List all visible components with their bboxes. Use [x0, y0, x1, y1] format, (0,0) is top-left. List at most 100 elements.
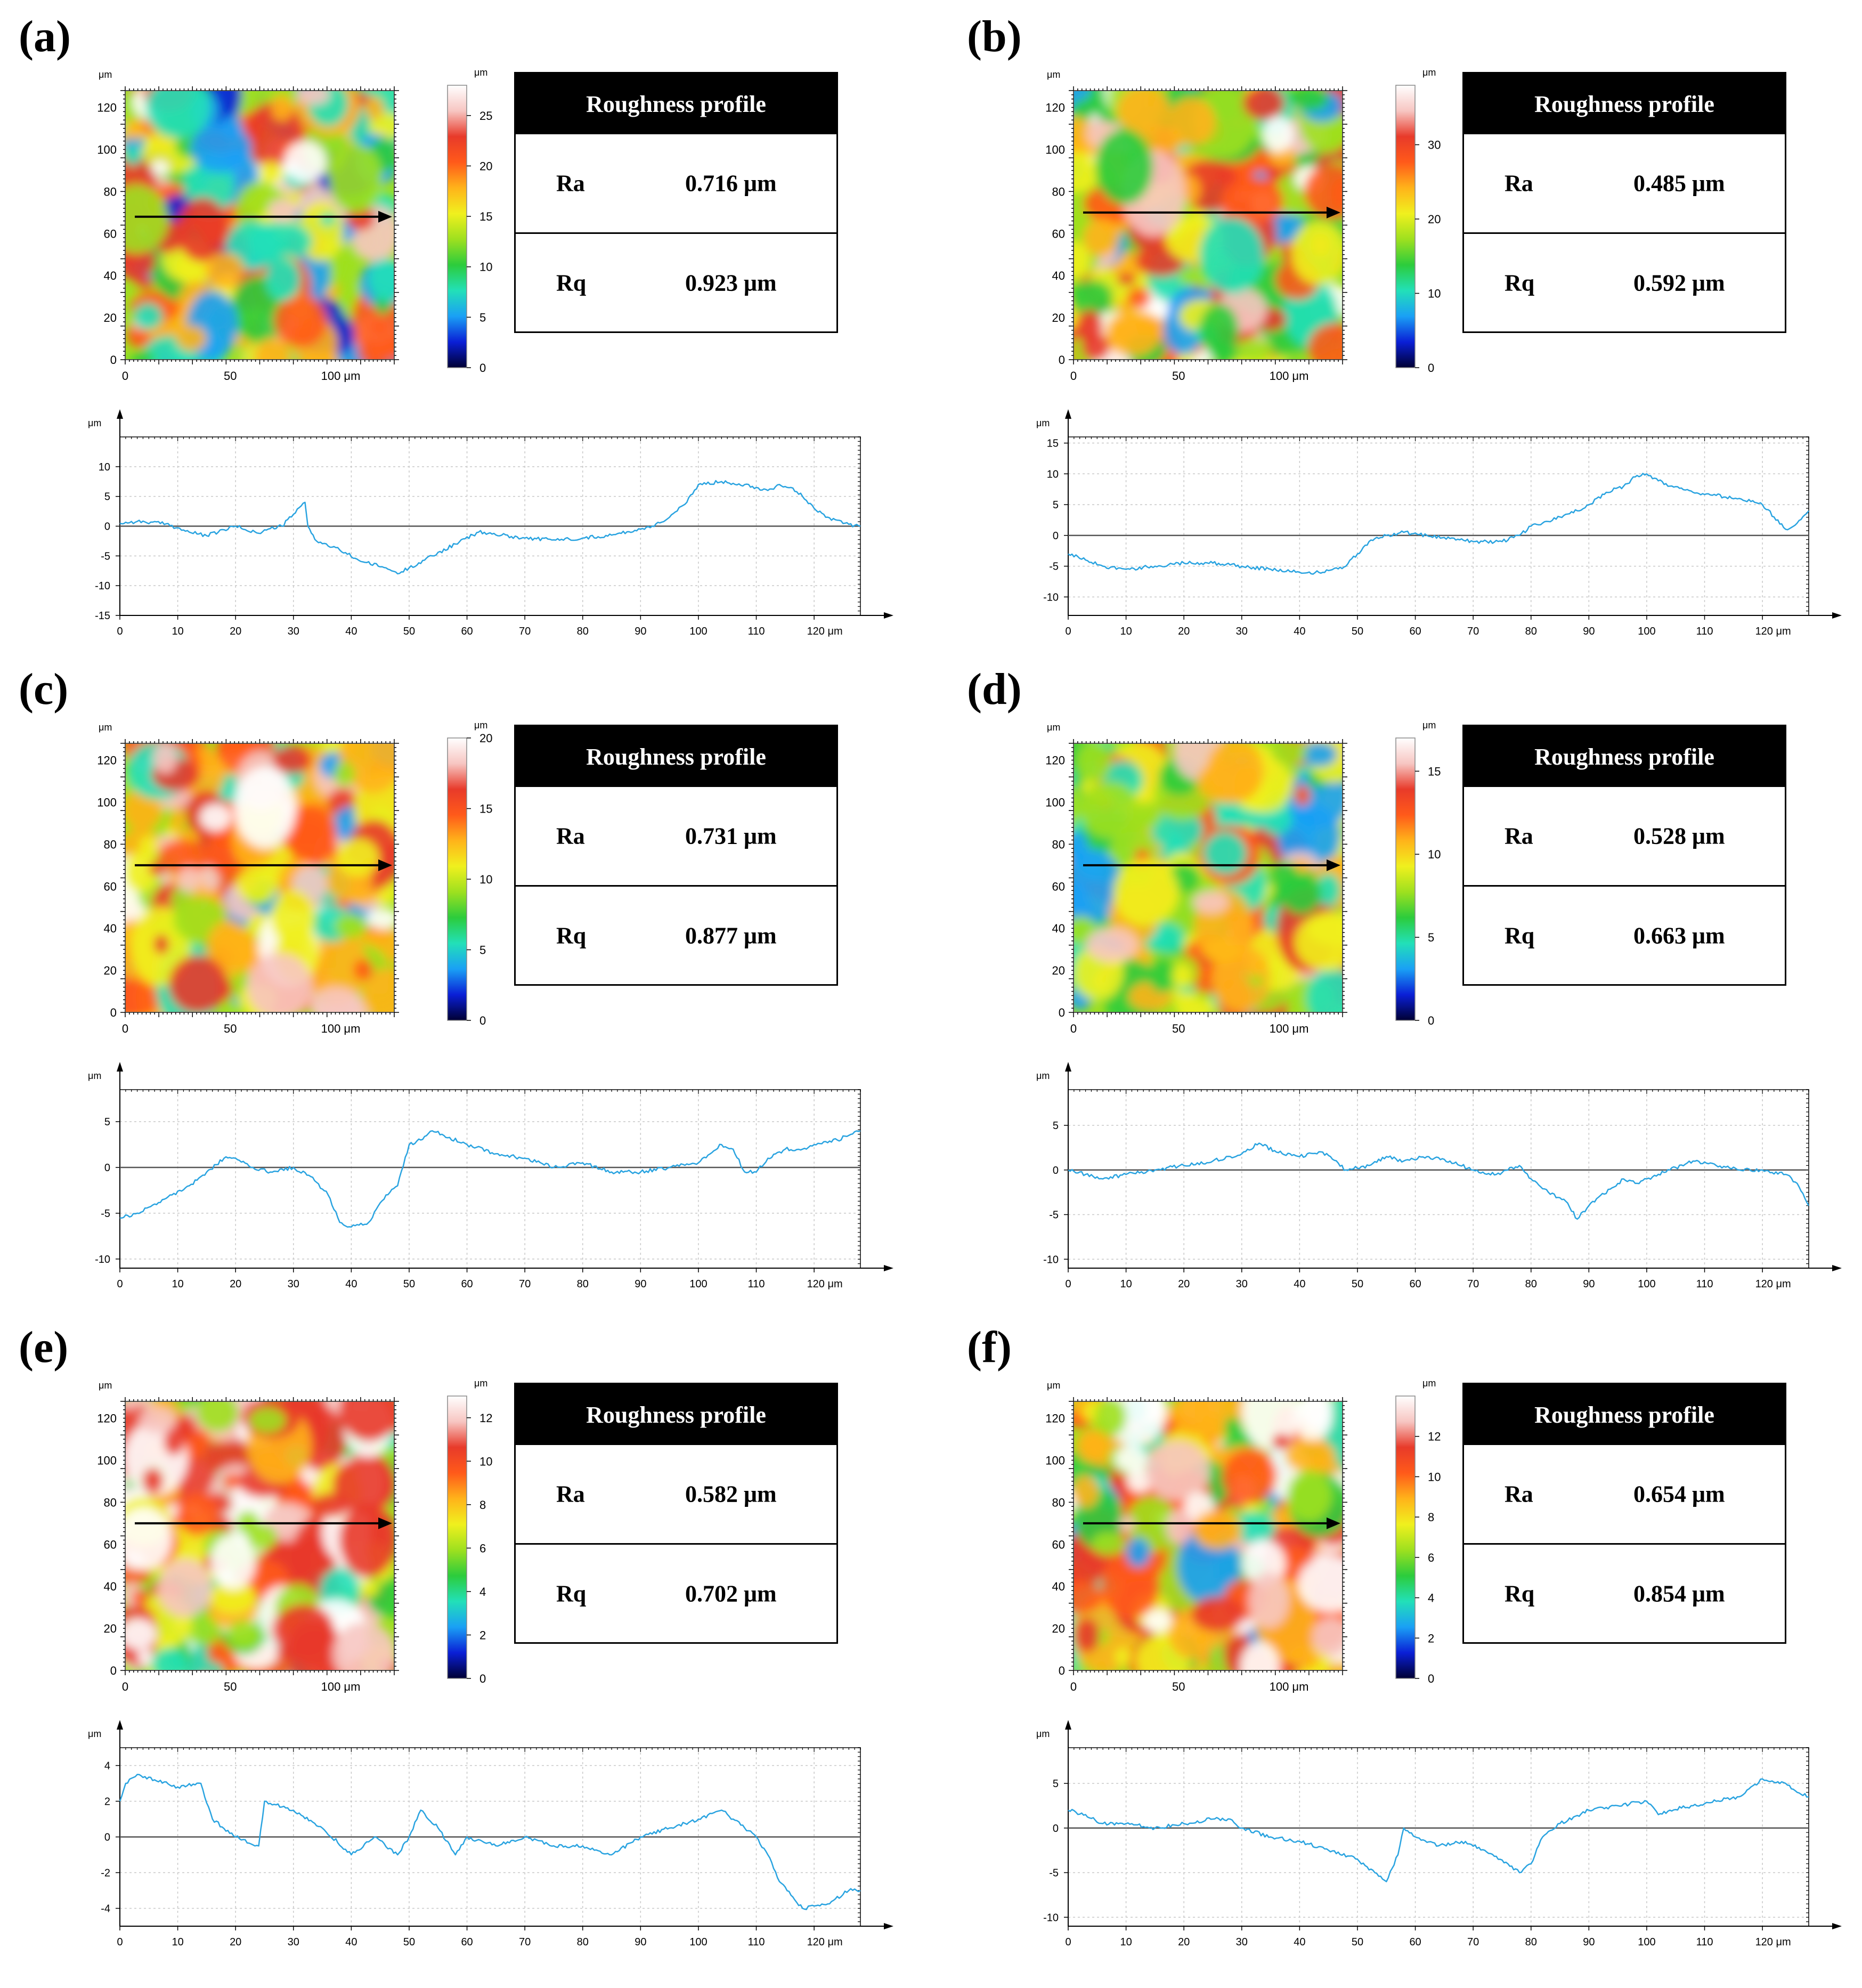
profile-x-tick-label: 20 — [230, 1278, 241, 1290]
profile-frame — [1068, 1089, 1809, 1269]
heightmap-texture — [1074, 1401, 1343, 1670]
heightmap-y-tick-label: 60 — [1052, 880, 1065, 893]
heightmap-blob — [1316, 873, 1341, 907]
profile-y-tick-label: 5 — [1053, 499, 1059, 511]
colorbar — [447, 1395, 467, 1679]
scan-line-arrowhead — [378, 859, 392, 871]
heightmap-blob — [139, 1407, 176, 1434]
heightmap-blob — [1151, 809, 1203, 851]
heightmap-blob — [1113, 859, 1179, 926]
roughness-table-title: Roughness profile — [1464, 74, 1785, 134]
heightmap-y-tick-label: 0 — [1059, 1664, 1065, 1677]
colorbar — [1395, 737, 1416, 1021]
colorbar-tick-label: 0 — [1428, 1014, 1434, 1027]
profile-x-tick-label: 120 μm — [1755, 626, 1791, 637]
heightmap-blob — [164, 1428, 185, 1456]
heightmap-blob — [1305, 968, 1343, 1012]
rq-label: Rq — [556, 922, 587, 949]
heightmap-y-tick-label: 20 — [1052, 1622, 1065, 1635]
heightmap-blob — [1082, 333, 1110, 360]
colorbar-unit: μm — [1422, 720, 1436, 731]
heightmap-y-tick-label: 60 — [1052, 1538, 1065, 1551]
ra-row: Ra 0.716 μm — [516, 134, 836, 232]
profile-x-axis-arrow — [1832, 1923, 1842, 1929]
heightmap-y-unit: μm — [99, 722, 112, 733]
colorbar-tick-label: 12 — [1428, 1430, 1441, 1443]
roughness-table: Roughness profile Ra 0.654 μm Rq 0.854 μm — [1462, 1383, 1786, 1644]
heightmap-y-tick-label: 20 — [104, 1622, 117, 1635]
heightmap-blob — [1148, 958, 1177, 993]
heightmap-blob — [177, 1401, 195, 1412]
heightmap-blob — [1304, 164, 1343, 220]
heightmap-y-tick-label: 20 — [104, 311, 117, 324]
profile-x-tick-label: 20 — [1178, 1278, 1190, 1290]
heightmap-blob — [284, 804, 337, 862]
heightmap-blob — [1094, 1401, 1127, 1437]
heightmap-blob — [362, 968, 394, 1012]
heightmap-blob — [247, 1523, 278, 1550]
heightmap-blob — [1240, 1641, 1280, 1670]
profile-y-axis-arrow — [117, 1062, 123, 1072]
heightmap-y-tick-label: 80 — [1052, 838, 1065, 851]
heightmap-blob — [125, 119, 144, 140]
profile-y-axis-arrow — [1065, 1720, 1071, 1730]
heightmap-blob — [1291, 221, 1343, 285]
ra-label: Ra — [556, 1481, 585, 1507]
profile-x-tick-label: 60 — [1409, 626, 1421, 637]
heightmap-blob — [125, 789, 162, 830]
heightmap-blob — [1134, 801, 1161, 828]
profile-x-tick-label: 20 — [1178, 1936, 1190, 1948]
heightmap-blob — [1075, 1618, 1100, 1653]
colorbar — [447, 737, 467, 1021]
profile-y-tick-label: -5 — [101, 1208, 110, 1220]
heightmap-blob — [1233, 1511, 1276, 1544]
heightmap-blob — [248, 1407, 286, 1433]
colorbar — [1395, 85, 1416, 368]
profile-x-tick-label: 30 — [1236, 1936, 1248, 1948]
heightmap-blob — [1300, 743, 1338, 767]
profile-x-tick-label: 120 μm — [807, 1278, 843, 1290]
colorbar-tick-label: 6 — [1428, 1551, 1434, 1564]
heightmap-blob — [1235, 338, 1274, 360]
scan-line-arrowhead — [378, 1517, 392, 1529]
heightmap-y-tick-label: 80 — [104, 1496, 117, 1509]
profile-x-tick-label: 0 — [117, 1278, 123, 1290]
heightmap-y-tick-label: 0 — [1059, 353, 1065, 367]
colorbar-tick-label: 20 — [479, 159, 492, 173]
panel-label: (f) — [967, 1322, 1012, 1372]
profile-frame — [1068, 436, 1809, 616]
heightmap-y-tick-label: 80 — [104, 185, 117, 198]
heightmap-x-tick-label: 0 — [1070, 369, 1077, 383]
heightmap-y-tick-label: 120 — [97, 1412, 117, 1425]
profile-x-tick-label: 70 — [519, 1278, 531, 1290]
heightmap-x-tick-label: 0 — [1070, 1680, 1077, 1693]
ra-row: Ra 0.731 μm — [516, 787, 836, 885]
roughness-table: Roughness profile Ra 0.716 μm Rq 0.923 μm — [514, 72, 838, 333]
profile-y-tick-label: -5 — [1049, 561, 1059, 573]
panel-e: (e) Roughness profile Ra 0.582 μm Rq 0.702 μm… — [19, 1321, 924, 1966]
roughness-table: Roughness profile Ra 0.528 μm Rq 0.663 μm — [1462, 725, 1786, 986]
heightmap-blob — [274, 294, 328, 347]
heightmap-blob — [1307, 323, 1343, 360]
heightmap-blob — [1126, 1537, 1151, 1568]
ra-label: Ra — [1505, 1481, 1533, 1507]
heightmap-y-tick-label: 20 — [1052, 311, 1065, 324]
profile-series-line — [119, 1774, 861, 1910]
heightmap-blob — [133, 303, 163, 330]
profile-x-tick-label: 10 — [172, 626, 183, 637]
profile-y-tick-label: 5 — [104, 1116, 110, 1128]
profile-x-tick-label: 0 — [1065, 626, 1071, 637]
profile-x-tick-label: 40 — [1294, 1278, 1305, 1290]
profile-y-tick-label: -2 — [101, 1868, 110, 1879]
heightmap-blob — [1117, 273, 1137, 286]
roughness-table-title: Roughness profile — [1464, 726, 1785, 787]
heightmap-x-tick-label: 50 — [224, 1680, 237, 1693]
colorbar-tick-label: 2 — [1428, 1632, 1434, 1645]
heightmap-x-tick-label: 0 — [122, 369, 128, 383]
profile-chart: μm 0 10 20 30 40 50 60 70 80 90 100 110 120 μm -10 -5 0 5… — [1036, 409, 1842, 637]
profile-x-tick-label: 10 — [172, 1278, 183, 1290]
heightmap-x-tick-label: 50 — [224, 1022, 237, 1035]
heightmap-blob — [273, 1603, 335, 1656]
scan-line-arrowhead — [1327, 206, 1340, 218]
